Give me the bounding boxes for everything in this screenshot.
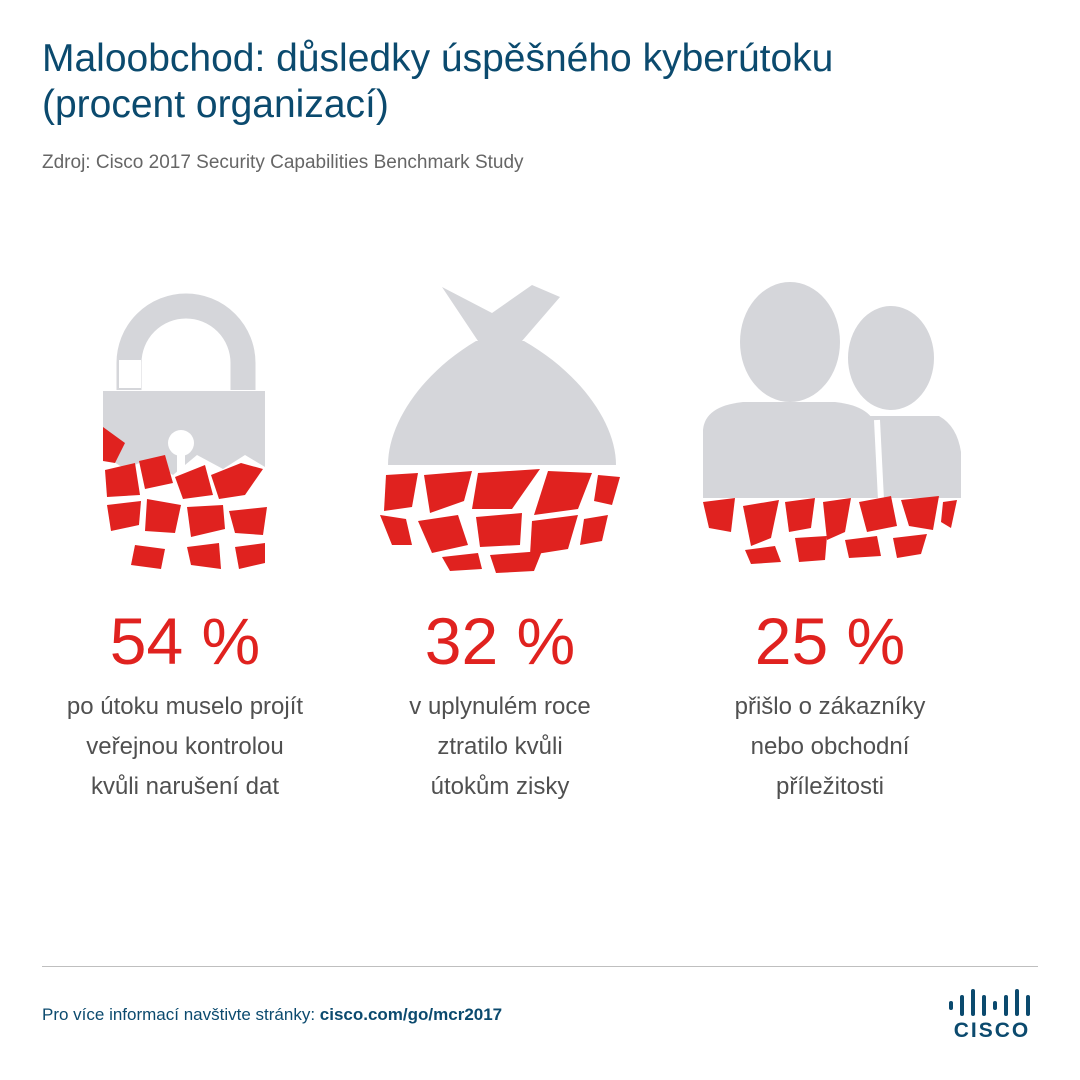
desc-line: přišlo o zákazníky xyxy=(734,693,926,720)
cisco-logo: CISCO xyxy=(946,988,1038,1042)
desc-line: veřejnou kontrolou xyxy=(86,733,284,760)
stat-value: 32 % xyxy=(424,604,576,678)
desc-line: v uplynulém roce xyxy=(409,693,591,720)
broken-money-bag-icon xyxy=(380,285,620,573)
stat-value: 54 % xyxy=(109,604,261,678)
broken-people-icon xyxy=(703,282,961,564)
footer-divider xyxy=(42,966,1038,967)
desc-line: příležitosti xyxy=(775,773,885,800)
stat-description: přišlo o zákazníky nebo obchodní příleži… xyxy=(660,687,1000,807)
stat-description: v uplynulém roce ztratilo kvůli útokům z… xyxy=(330,687,670,807)
source-note: Zdroj: Cisco 2017 Security Capabilities … xyxy=(42,152,524,173)
stat-value: 25 % xyxy=(754,604,906,678)
footer-prefix: Pro více informací navštivte stránky: xyxy=(42,1005,320,1024)
desc-line: po útoku muselo projít xyxy=(66,693,304,720)
title-line-2: (procent organizací) xyxy=(42,83,389,126)
desc-line: útokům zisky xyxy=(430,773,570,800)
desc-line: ztratilo kvůli xyxy=(437,733,563,760)
desc-line: nebo obchodní xyxy=(750,733,910,760)
title-line-1: Maloobchod: důsledky úspěšného kyberútok… xyxy=(42,37,834,80)
footer-text: Pro více informací navštivte stránky: ci… xyxy=(42,1005,502,1025)
cisco-wordmark: CISCO xyxy=(953,1019,1031,1042)
stat-lost-customers: 25 % přišlo o zákazníky nebo obchodní př… xyxy=(660,605,1000,807)
stat-public-scrutiny: 54 % po útoku muselo projít veřejnou kon… xyxy=(15,605,355,807)
stat-description: po útoku muselo projít veřejnou kontrolo… xyxy=(15,687,355,807)
cisco-bars-icon xyxy=(949,989,1030,1016)
broken-padlock-icon xyxy=(103,293,267,569)
desc-line: kvůli narušení dat xyxy=(90,773,280,800)
page-title: Maloobchod: důsledky úspěšného kyberútok… xyxy=(42,36,1042,128)
footer-link[interactable]: cisco.com/go/mcr2017 xyxy=(319,1005,503,1024)
stat-lost-profits: 32 % v uplynulém roce ztratilo kvůli úto… xyxy=(330,605,670,807)
